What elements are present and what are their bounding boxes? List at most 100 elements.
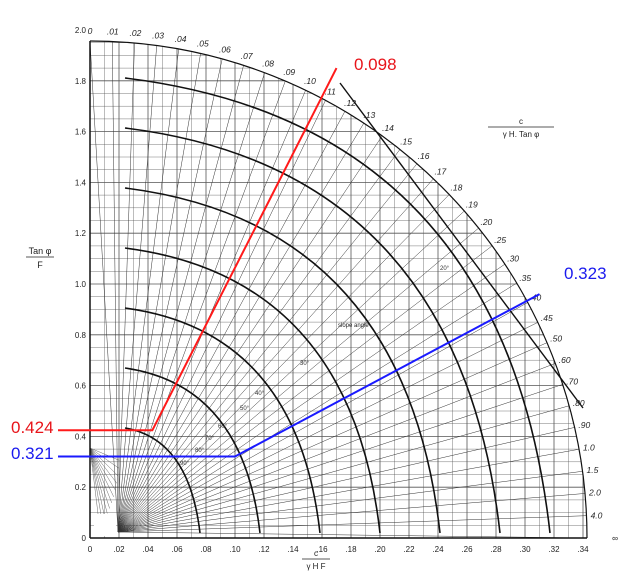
- fan-line: [117, 471, 583, 533]
- y-tick-label: 0.6: [75, 382, 87, 391]
- y-tick-labels: 0 0.2 0.4 0.6 0.8 1.0 1.2 1.4 1.6 1.8 2.0: [75, 26, 87, 543]
- slope-angle-curve: [124, 427, 201, 534]
- arc-tick-label: .18: [451, 183, 463, 193]
- y-tick-label: 1.6: [75, 128, 87, 137]
- x-tick-label: .02: [113, 545, 125, 554]
- fan-line-small: [89, 447, 118, 484]
- grid-lines: [90, 41, 587, 538]
- slope-angle-curve: [124, 307, 321, 534]
- fan-line-small: [89, 447, 114, 497]
- fan-line-small: [89, 447, 105, 518]
- red-start-label: 0.424: [11, 418, 54, 437]
- arc-tick-label: .04: [175, 34, 187, 44]
- arc-tick-label: .08: [262, 58, 274, 68]
- slope-angle-value: 50°: [240, 406, 250, 412]
- arc-tick-label: .01: [107, 27, 119, 37]
- fan-line: [117, 111, 346, 533]
- fan-line-small: [89, 447, 120, 469]
- fan-line: [117, 48, 179, 533]
- x-tick-label: .28: [490, 545, 502, 554]
- arc-tick-label: .02: [130, 28, 142, 38]
- fan-line: [117, 282, 517, 533]
- arc-tick-label: .30: [507, 254, 519, 264]
- slope-angle-value: 60°: [218, 424, 228, 430]
- fan-line: [117, 322, 538, 533]
- arc-tick-label: .11: [325, 87, 336, 97]
- x-tick-labels: 0 .02 .04 .06 .08 .10 .12 .14 .16 .18 .20 .22 .24 .26…: [88, 545, 589, 554]
- fan-line: [117, 72, 265, 533]
- fan-line: [117, 227, 479, 533]
- fan-line-small: [89, 447, 110, 509]
- arc-tick-label: .80: [573, 398, 585, 408]
- x-tick-label: .06: [171, 545, 183, 554]
- x-tick-label: .04: [142, 545, 154, 554]
- fan-line: [117, 53, 201, 533]
- fan-line: [117, 245, 493, 533]
- fan-line-small: [89, 447, 103, 522]
- fan-line: [117, 45, 157, 533]
- arc-tick-label: .60: [559, 355, 571, 365]
- fan-line: [117, 123, 365, 533]
- arc-tick-label: .16: [418, 151, 430, 161]
- fan-line: [117, 90, 306, 533]
- arc-tick-label: 1.0: [583, 442, 595, 452]
- fan-line: [117, 342, 548, 533]
- y-tick-label: 0.2: [75, 483, 87, 492]
- y-tick-label: 2.0: [75, 26, 87, 35]
- arc-tick-label: .03: [152, 31, 164, 41]
- fan-line: [117, 263, 505, 533]
- fan-line: [117, 515, 587, 533]
- y-tick-label: 0.8: [75, 331, 87, 340]
- blue-end-label: 0.323: [564, 264, 607, 283]
- fan-line: [89, 40, 119, 533]
- y-tick-label: 1.2: [75, 229, 87, 238]
- fan-line: [117, 58, 223, 533]
- slope-angle-value: 80°: [195, 448, 205, 454]
- x-tick-label: 0: [88, 545, 93, 554]
- slope-angle-value: 90°: [180, 461, 190, 467]
- slope-angle-curve: [124, 77, 551, 534]
- slope-angle-labels: 20° 30° 40° 50° 60°70°80° 90°: [180, 266, 450, 467]
- slope-angle-curve: [124, 247, 381, 534]
- arc-tick-label-infinity: ∞: [612, 533, 618, 543]
- y-tick-label: 1.0: [75, 280, 87, 289]
- fan-line: [117, 384, 563, 533]
- arc-tick-label: .35: [519, 273, 531, 283]
- origin-blank: [94, 514, 116, 536]
- arc-tick-label: .25: [494, 235, 506, 245]
- x-tick-label: .16: [316, 545, 328, 554]
- arc-tick-label: 4.0: [591, 510, 603, 520]
- slope-angle-curve: [124, 367, 261, 534]
- arc-tick-label: 0: [88, 26, 93, 36]
- x-tick-label: .08: [200, 545, 212, 554]
- arc-tick-label: .20: [480, 217, 492, 227]
- x-tick-label: .24: [432, 545, 444, 554]
- outer-arc: [89, 40, 588, 539]
- fan-line-small: [89, 447, 100, 525]
- fan-lines: [89, 40, 588, 539]
- arc-tick-label: .19: [466, 199, 478, 209]
- outer-arc-line: [89, 40, 588, 539]
- y-axis-label-denominator: F: [37, 260, 43, 270]
- arc-tick-label: .70: [566, 376, 578, 386]
- fan-line: [117, 194, 450, 533]
- x-tick-label: .20: [374, 545, 386, 554]
- fan-line: [117, 531, 588, 539]
- fan-line-small: [89, 447, 120, 461]
- arc-tick-labels: 0 .01 .02 .03 .04 .05 .06 .07 .08 .09 .10 .11 .12 .13…: [88, 26, 618, 543]
- arc-tick-label: 2.0: [588, 488, 601, 498]
- x-tick-label: .12: [258, 545, 270, 554]
- slope-angle-value: 30°: [300, 361, 310, 367]
- fan-line: [112, 41, 119, 533]
- fan-line: [117, 449, 580, 533]
- fan-line: [117, 135, 383, 533]
- y-tick-label: 0.4: [75, 432, 87, 441]
- red-series-line: [58, 67, 338, 432]
- fan-line: [117, 302, 528, 533]
- arc-scale-label-numerator: c: [519, 117, 523, 126]
- fan-line-small: [89, 447, 108, 514]
- slope-angle-curve: [124, 127, 501, 534]
- arc-tick-label: .06: [219, 44, 231, 54]
- arc-tick-label: 40: [532, 293, 542, 303]
- fan-line: [117, 80, 286, 533]
